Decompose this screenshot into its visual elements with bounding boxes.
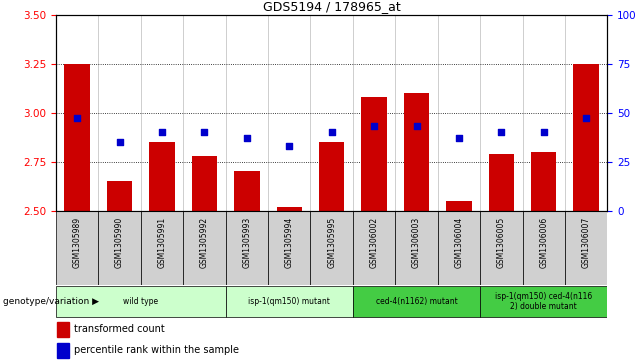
Text: GSM1305995: GSM1305995 [327,216,336,268]
Point [157,129,167,135]
Bar [57,322,69,337]
Point [327,129,337,135]
Bar [523,211,565,285]
Bar [64,64,90,211]
Bar [438,211,480,285]
Bar [353,286,480,317]
Bar [99,211,141,285]
Point [284,143,294,149]
Bar [107,181,132,211]
Text: GSM1305993: GSM1305993 [242,216,251,268]
Bar [56,211,99,285]
Bar [183,211,226,285]
Bar [277,207,302,211]
Bar [310,211,353,285]
Point [411,123,422,129]
Text: GSM1305994: GSM1305994 [285,216,294,268]
Text: GSM1306006: GSM1306006 [539,216,548,268]
Text: GSM1306005: GSM1306005 [497,216,506,268]
Bar [149,142,175,211]
Bar [488,154,514,211]
Text: genotype/variation ▶: genotype/variation ▶ [3,297,99,306]
Point [539,129,549,135]
Bar [56,286,226,317]
Bar [404,93,429,211]
Text: GSM1305990: GSM1305990 [115,216,124,268]
Bar [141,211,183,285]
Text: percentile rank within the sample: percentile rank within the sample [74,345,239,355]
Bar [226,211,268,285]
Text: isp-1(qm150) ced-4(n116
2) double mutant: isp-1(qm150) ced-4(n116 2) double mutant [495,291,592,311]
Point [72,115,82,121]
Text: GSM1306003: GSM1306003 [412,216,421,268]
Bar [353,211,396,285]
Point [581,115,591,121]
Bar [565,211,607,285]
Point [199,129,209,135]
Bar [319,142,345,211]
Bar [226,286,353,317]
Text: GSM1305992: GSM1305992 [200,216,209,268]
Bar [361,97,387,211]
Point [454,135,464,141]
Text: GSM1306002: GSM1306002 [370,216,378,268]
Bar [480,211,523,285]
Bar [57,343,69,358]
Text: isp-1(qm150) mutant: isp-1(qm150) mutant [248,297,330,306]
Title: GDS5194 / 178965_at: GDS5194 / 178965_at [263,0,401,13]
Text: ced-4(n1162) mutant: ced-4(n1162) mutant [376,297,457,306]
Point [369,123,379,129]
Text: GSM1305989: GSM1305989 [73,216,81,268]
Bar [480,286,607,317]
Bar [268,211,310,285]
Bar [396,211,438,285]
Bar [191,156,217,211]
Text: GSM1306004: GSM1306004 [455,216,464,268]
Text: GSM1305991: GSM1305991 [158,216,167,268]
Bar [574,64,599,211]
Bar [531,152,556,211]
Text: transformed count: transformed count [74,325,165,334]
Bar [234,171,259,211]
Bar [446,201,472,211]
Text: GSM1306007: GSM1306007 [582,216,591,268]
Point [496,129,506,135]
Point [242,135,252,141]
Text: wild type: wild type [123,297,158,306]
Point [114,139,125,145]
